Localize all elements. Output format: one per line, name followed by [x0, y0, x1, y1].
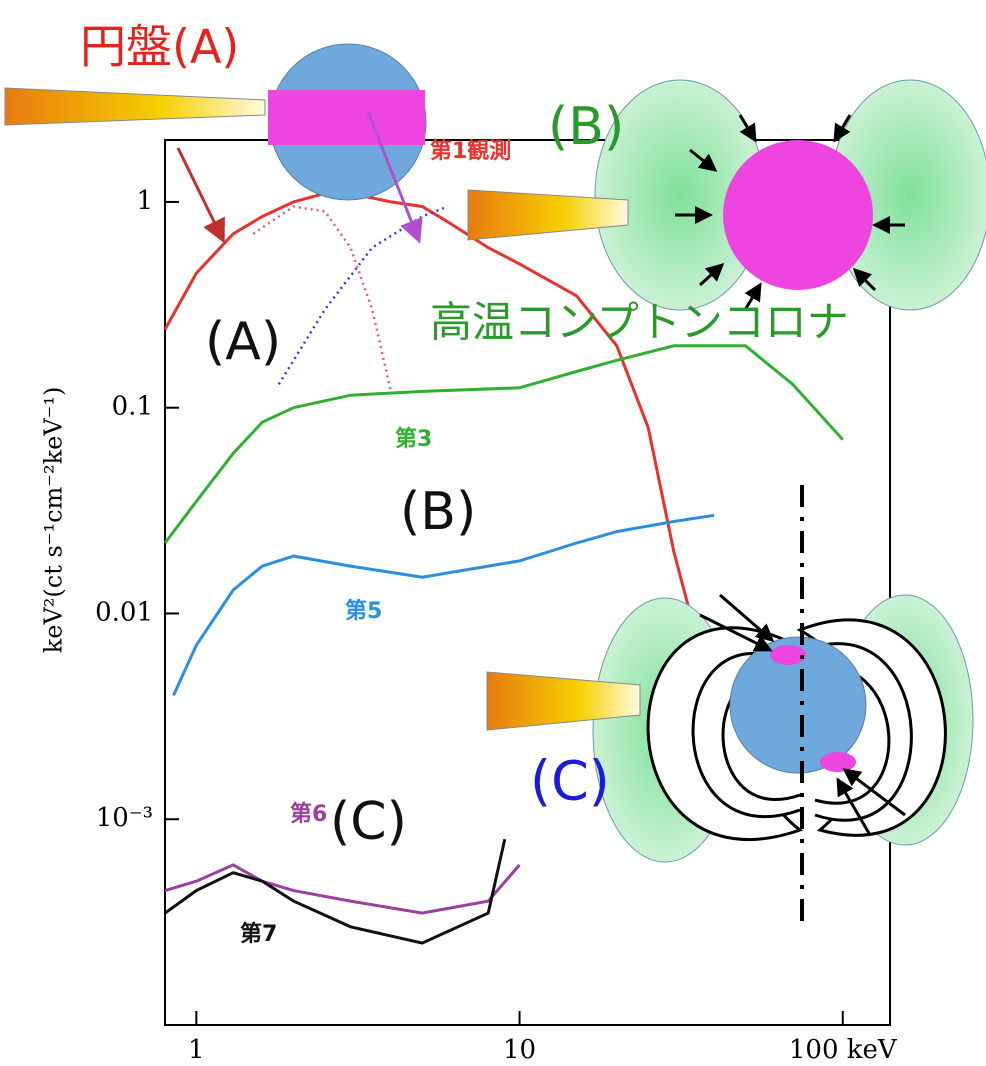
- annotation: (C): [330, 792, 407, 852]
- diagram-corona: [468, 80, 986, 310]
- y-tick-label: 1: [136, 186, 153, 216]
- model-curve: [279, 207, 448, 385]
- annotation: 円盤(A): [80, 20, 239, 74]
- spectrum: [165, 839, 505, 943]
- annotation: (B): [548, 97, 624, 157]
- series-label: 第7: [240, 921, 277, 947]
- x-tick-label: 1: [188, 1035, 205, 1065]
- y-tick-label: 10⁻³: [96, 803, 153, 833]
- x-tick-label: 100 keV: [789, 1035, 898, 1065]
- series-label: 第5: [345, 598, 382, 624]
- series-label: 第6: [290, 801, 327, 827]
- annotation: 高温コンプトンコロナ: [430, 298, 849, 347]
- annotation: (A): [205, 312, 281, 372]
- y-tick-label: 0.1: [112, 392, 153, 422]
- annotation: (C): [530, 750, 610, 813]
- x-tick-label: 10: [503, 1035, 536, 1065]
- annotation: (B): [400, 482, 476, 542]
- spectrum: [165, 865, 520, 913]
- y-axis-label: keV²(ct s⁻¹cm⁻²keV⁻¹): [40, 387, 68, 654]
- series-label: 第1観測: [430, 138, 511, 164]
- spectrum: [165, 346, 843, 543]
- series-label: 第3: [395, 426, 432, 452]
- diagram-magnetosphere: [487, 485, 973, 930]
- chart: keV²(ct s⁻¹cm⁻²keV⁻¹) 1 10 100 keV 1 0.1 0.01…: [0, 0, 986, 1066]
- y-tick-label: 0.01: [95, 597, 153, 627]
